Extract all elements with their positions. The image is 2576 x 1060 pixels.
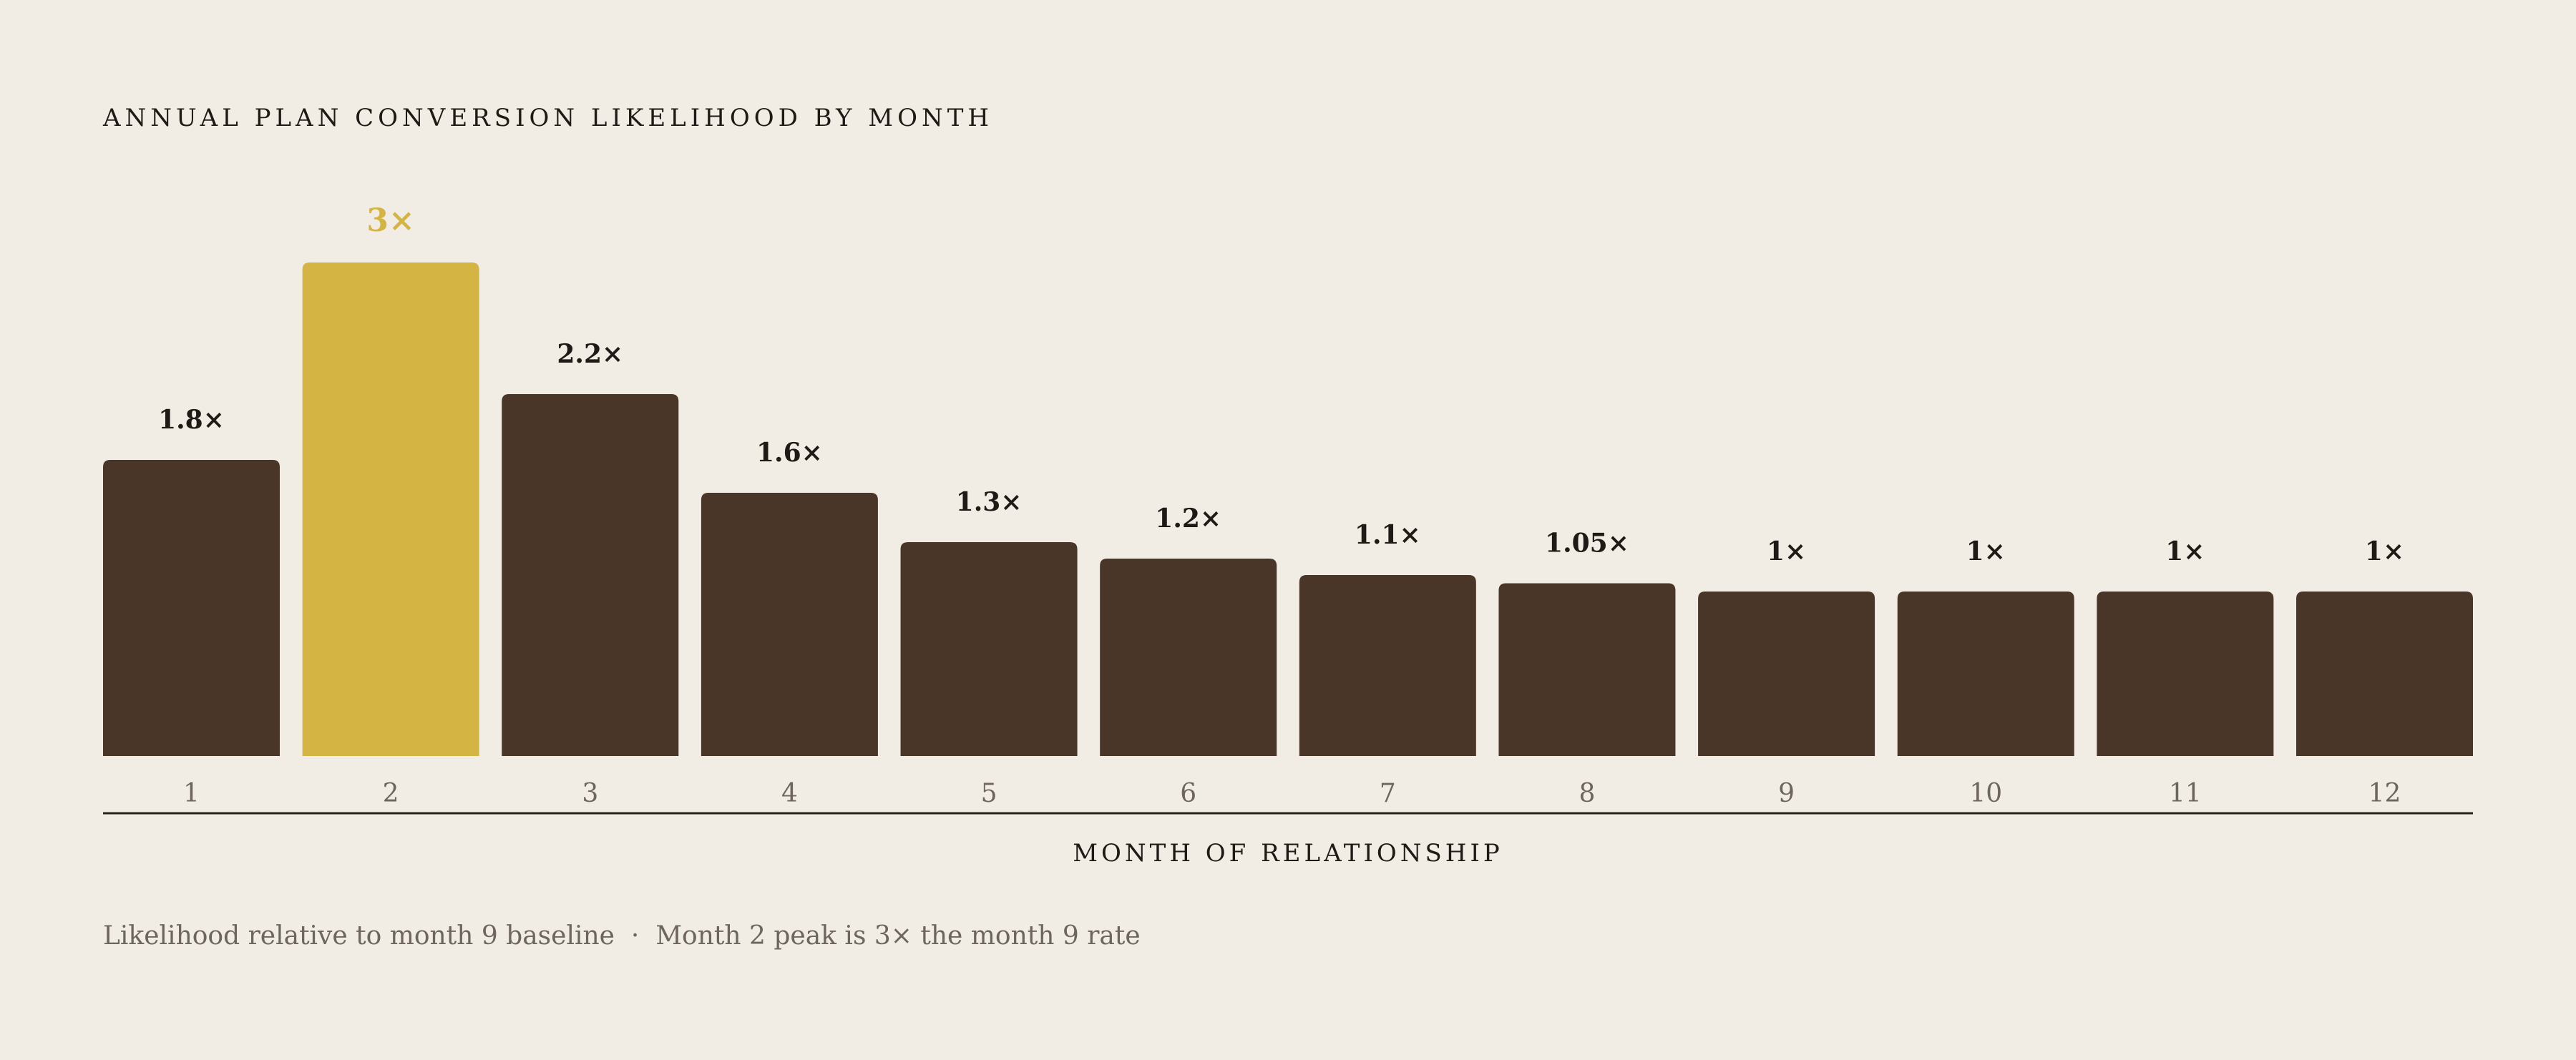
bar-month-10 [1897,592,2074,756]
bar-month-9 [1698,592,1875,756]
x-tick-label-4: 4 [781,779,798,808]
bar-month-3 [502,394,679,756]
x-tick-label-11: 11 [2169,779,2202,808]
x-tick-label-1: 1 [183,779,200,808]
x-tick-labels-group: 1 2 3 4 5 6 7 8 9 10 11 12 [183,779,2401,808]
value-label-month-12: 1× [2365,536,2404,566]
bar-month-1 [103,460,280,756]
x-tick-label-6: 6 [1180,779,1196,808]
x-tick-label-7: 7 [1380,779,1396,808]
bar-month-12 [2296,592,2473,756]
x-tick-label-9: 9 [1778,779,1795,808]
bar-month-11 [2097,592,2274,756]
value-label-month-1: 1.8× [158,405,225,435]
bar-month-5 [900,542,1078,756]
value-label-month-7: 1.1× [1355,520,1421,550]
bar-month-8 [1498,583,1676,756]
x-tick-label-3: 3 [582,779,598,808]
chart-caption: Likelihood relative to month 9 baseline … [103,921,1141,951]
x-tick-label-10: 10 [1969,779,2002,808]
value-label-month-9: 1× [1767,536,1806,566]
chart-title: ANNUAL PLAN CONVERSION LIKELIHOOD BY MON… [102,104,993,132]
bar-month-4 [701,493,878,756]
x-tick-label-12: 12 [2368,779,2401,808]
value-label-month-2: 3× [366,202,414,239]
bar-month-7 [1299,575,1476,756]
x-tick-label-5: 5 [981,779,997,808]
x-axis-label: MONTH OF RELATIONSHIP [1073,839,1503,868]
x-tick-label-8: 8 [1579,779,1596,808]
value-label-month-6: 1.2× [1155,504,1221,534]
value-labels-group: 1.8× 3× 2.2× 1.6× 1.3× 1.2× 1.1× 1.05× 1× 1× 1× 1× [158,202,2404,566]
value-label-month-10: 1× [1966,536,2006,566]
value-label-month-11: 1× [2165,536,2205,566]
value-label-month-8: 1.05× [1545,529,1629,559]
value-label-month-3: 2.2× [557,339,623,369]
bar-month-2 [302,262,479,756]
bar-month-6 [1100,559,1277,756]
value-label-month-5: 1.3× [956,487,1023,517]
x-tick-label-2: 2 [383,779,399,808]
value-label-month-4: 1.6× [756,438,823,468]
bars-group [103,262,2473,756]
